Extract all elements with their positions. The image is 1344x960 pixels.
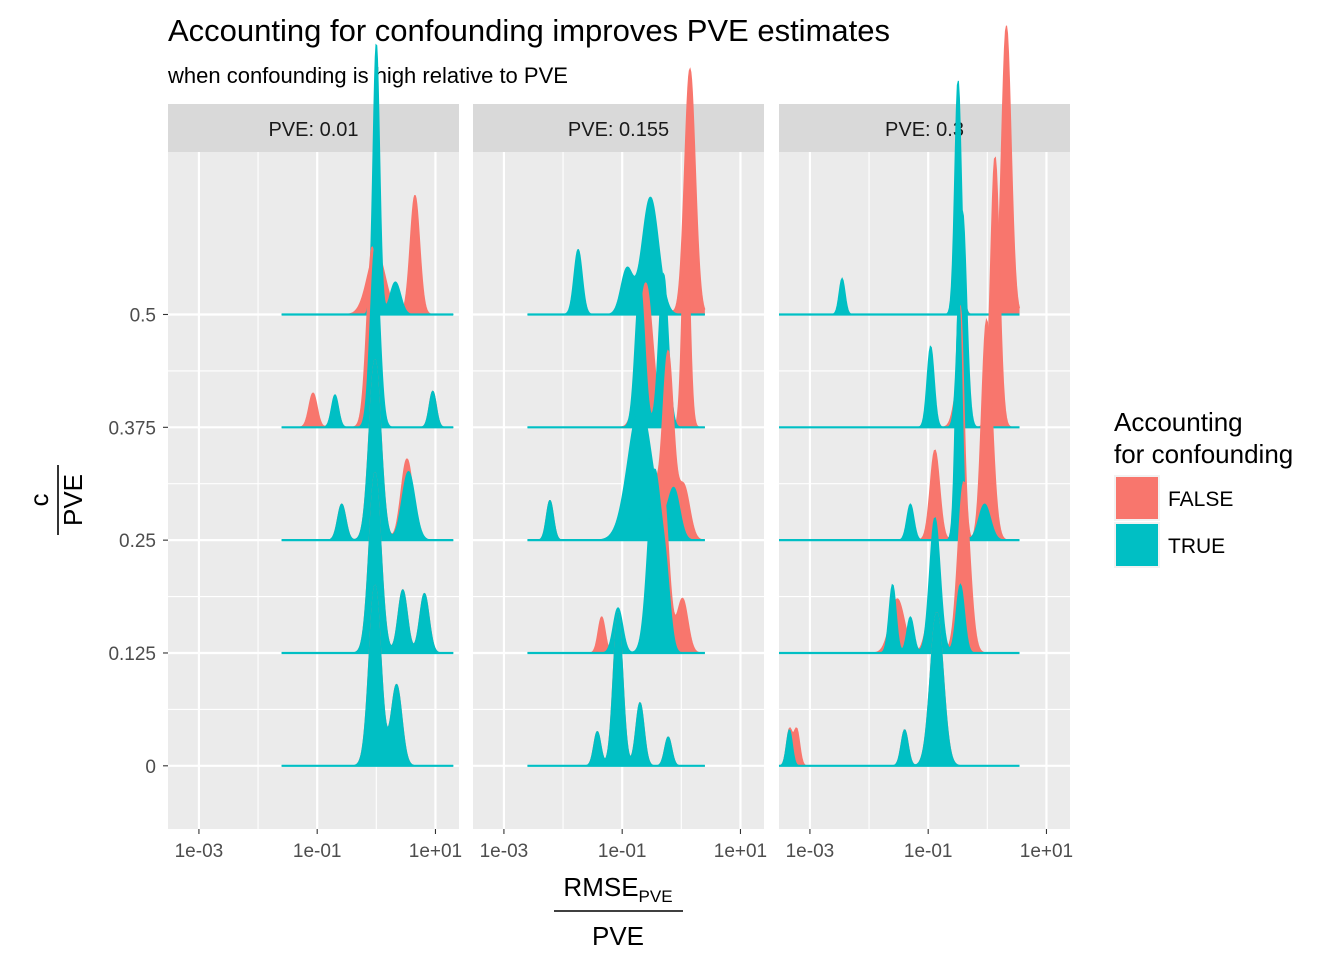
density-ridge-true — [527, 469, 705, 653]
x-tick-label: 1e+01 — [409, 841, 462, 862]
facet-panel: PVE: 0.3 1e-03 1e-01 1e+01 — [778, 25, 1073, 862]
legend-entries: FALSE TRUE — [1114, 475, 1233, 568]
legend-title-line2: for confounding — [1114, 439, 1293, 469]
y-tick-label: 0.25 — [119, 531, 156, 552]
y-axis-title: c PVE — [24, 465, 88, 535]
chart-subtitle: when confounding is high relative to PVE — [167, 63, 568, 88]
density-ridge-true — [281, 585, 454, 766]
legend-label: TRUE — [1168, 535, 1225, 558]
y-tick-label: 0.5 — [130, 305, 156, 326]
density-ridge-true — [527, 197, 705, 315]
density-ridge-false — [281, 195, 454, 315]
density-ridge-true — [527, 612, 705, 766]
density-ridge-true — [779, 517, 1020, 653]
legend-title-line1: Accounting — [1114, 407, 1243, 437]
x-tick-label: 1e-01 — [904, 841, 953, 862]
facet-strip — [473, 104, 764, 152]
legend-label: FALSE — [1168, 488, 1233, 511]
density-ridge-true — [281, 247, 454, 428]
y-axis-title-denominator: PVE — [58, 474, 88, 526]
legend-key-swatch — [1116, 524, 1158, 566]
x-tick-label: 1e-03 — [480, 841, 529, 862]
x-tick-label: 1e-01 — [293, 841, 342, 862]
x-axis-title-main: RMSE — [563, 872, 638, 902]
x-axis-title-numerator: RMSEPVE — [563, 872, 672, 906]
x-axis-title: RMSEPVE PVE — [554, 872, 683, 951]
facet-strip — [779, 104, 1070, 152]
chart-title: Accounting for confounding improves PVE … — [168, 13, 890, 48]
facet-strip-label: PVE: 0.155 — [568, 119, 669, 141]
x-tick-label: 1e-01 — [598, 841, 647, 862]
y-axis: 0 0.125 0.25 0.375 0.5 — [108, 305, 168, 778]
density-line-true — [527, 404, 705, 541]
x-tick-label: 1e-03 — [175, 841, 224, 862]
density-ridge-false — [281, 247, 454, 428]
y-axis-title-numerator: c — [24, 494, 54, 507]
y-tick-label: 0 — [145, 757, 156, 778]
y-tick-label: 0.375 — [108, 418, 156, 439]
facet-strip-label: PVE: 0.3 — [885, 119, 964, 141]
density-ridge-false — [779, 157, 1020, 428]
panel-background — [779, 152, 1070, 829]
x-tick-label: 1e+01 — [1020, 841, 1073, 862]
x-axis-title-subscript: PVE — [639, 887, 673, 906]
facet-strip-label: PVE: 0.01 — [268, 119, 358, 141]
density-ridge-true — [527, 273, 705, 428]
facet-strip — [168, 104, 459, 152]
y-tick-label: 0.125 — [108, 644, 156, 665]
facet-panels: PVE: 0.01 1e-03 1e-01 1e+01 PVE: 0.155 1e-03 1… — [168, 25, 1073, 862]
x-tick-label: 1e+01 — [714, 841, 767, 862]
legend-key-swatch — [1116, 477, 1158, 519]
density-ridge-true — [779, 299, 1020, 541]
x-axis-title-denominator: PVE — [592, 921, 644, 951]
legend: Accounting for confounding FALSE TRUE — [1114, 407, 1293, 568]
density-ridge-true — [281, 472, 454, 653]
density-ridge-true — [281, 359, 454, 541]
facet-panel: PVE: 0.155 1e-03 1e-01 1e+01 — [473, 67, 767, 862]
x-tick-label: 1e-03 — [786, 841, 835, 862]
facet-panel: PVE: 0.01 1e-03 1e-01 1e+01 — [168, 43, 462, 862]
